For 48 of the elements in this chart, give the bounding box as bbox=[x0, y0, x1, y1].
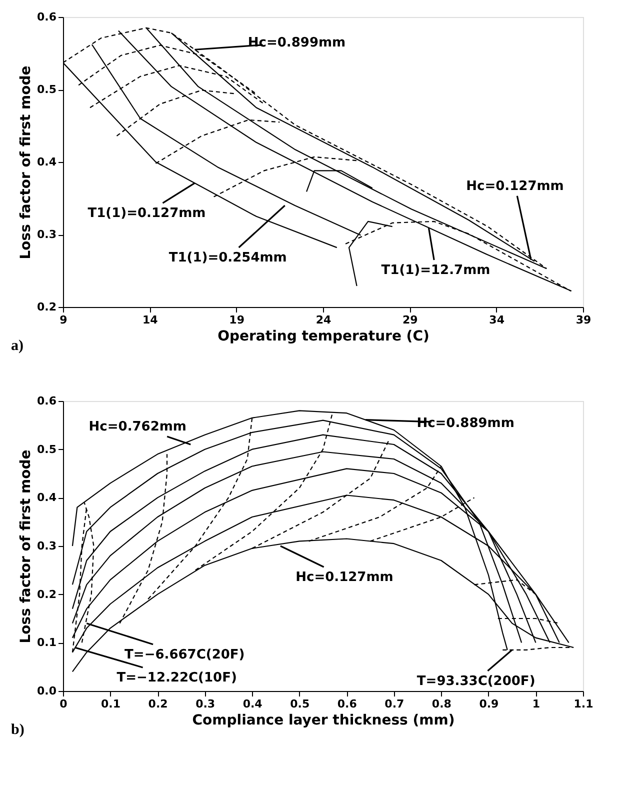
annotation: Hc=0.127mm bbox=[466, 178, 564, 194]
x-axis-title: Operating temperature (C) bbox=[218, 328, 430, 344]
annotation: Hc=0.762mm bbox=[88, 420, 186, 434]
y-tick-label: 0.1 bbox=[37, 636, 56, 650]
annotation: T1(1)=12.7mm bbox=[381, 262, 490, 278]
x-tick-label: 0.6 bbox=[337, 698, 358, 710]
annotation: Hc=0.127mm bbox=[296, 570, 394, 585]
x-tick-label: 19 bbox=[229, 314, 244, 326]
x-tick-label: 1.1 bbox=[574, 698, 594, 710]
x-tick-label: 0.5 bbox=[290, 698, 310, 710]
x-tick-label: 24 bbox=[316, 314, 332, 326]
annotation: T1(1)=0.254mm bbox=[168, 250, 287, 266]
x-tick-label: 29 bbox=[402, 314, 418, 326]
annotation: T=−6.667C(20F) bbox=[124, 647, 245, 662]
y-tick-label: 0.5 bbox=[37, 83, 56, 96]
text: b) bbox=[11, 722, 24, 738]
x-tick-label: 0.9 bbox=[479, 698, 499, 710]
x-axis-title: Compliance layer thickness (mm) bbox=[192, 712, 455, 728]
x-tick-label: 39 bbox=[576, 314, 592, 326]
y-tick-label: 0.5 bbox=[37, 442, 56, 456]
x-tick-label: 34 bbox=[489, 314, 505, 326]
y-tick-label: 0.3 bbox=[37, 228, 56, 241]
x-tick-label: 0.2 bbox=[148, 698, 168, 710]
y-tick-label: 0.3 bbox=[37, 540, 56, 552]
x-tick-label: 14 bbox=[142, 314, 158, 326]
x-tick-label: 0.3 bbox=[196, 698, 216, 710]
y-tick-label: 0.6 bbox=[37, 394, 57, 408]
annotation: Hc=0.889mm bbox=[416, 416, 514, 431]
x-tick-label: 0 bbox=[60, 698, 68, 710]
text: a) bbox=[11, 338, 24, 354]
x-tick-label: 1 bbox=[532, 698, 540, 710]
y-tick-label: 0.0 bbox=[37, 684, 57, 698]
y-tick-label: 0.4 bbox=[37, 491, 57, 504]
annotation: Hc=0.899mm bbox=[248, 36, 346, 51]
y-axis-title: Loss factor of first mode bbox=[18, 450, 34, 644]
y-tick-label: 0.4 bbox=[37, 156, 57, 168]
y-tick-label: 0.2 bbox=[37, 300, 56, 314]
annotation: T=93.33C(200F) bbox=[416, 674, 536, 689]
x-tick-label: 9 bbox=[60, 314, 68, 326]
x-tick-label: 0.1 bbox=[101, 698, 121, 710]
annotation: T1(1)=0.127mm bbox=[88, 206, 206, 222]
x-tick-label: 0.7 bbox=[384, 698, 404, 710]
y-tick-label: 0.6 bbox=[37, 10, 57, 24]
y-axis-title: Loss factor of first mode bbox=[18, 66, 34, 260]
x-tick-label: 0.8 bbox=[432, 698, 452, 710]
x-tick-label: 0.4 bbox=[242, 698, 263, 710]
y-tick-label: 0.2 bbox=[37, 588, 56, 601]
annotation: T=−12.22C(10F) bbox=[116, 670, 237, 686]
